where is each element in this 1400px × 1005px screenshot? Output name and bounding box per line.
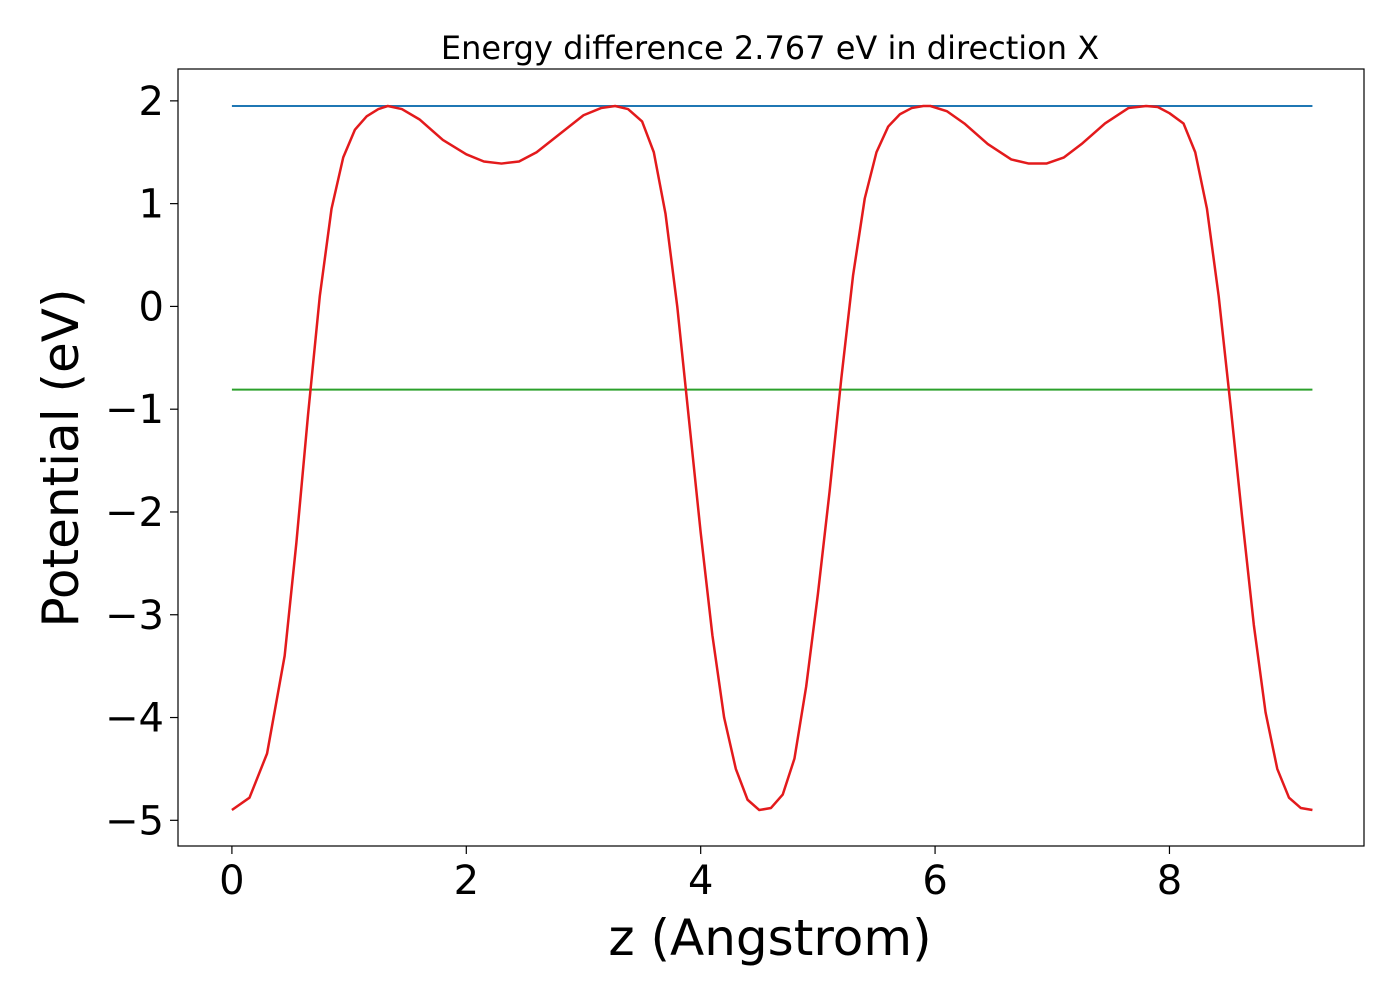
y-axis-label: Potential (eV): [32, 289, 90, 628]
potential-curve-line: [231, 104, 1313, 812]
x-tick-label: 2: [454, 858, 479, 904]
x-tick-label: 0: [219, 858, 244, 904]
y-tick-label: −4: [105, 696, 164, 742]
y-tick-label: −1: [105, 387, 164, 433]
y-tick-label: 1: [139, 182, 164, 228]
y-axis-ticks: 2 1 0 −1 −2 −3 −4 −5: [105, 79, 178, 844]
chart-title: Energy difference 2.767 eV in direction …: [441, 29, 1099, 67]
y-tick-label: 0: [139, 284, 164, 330]
series-layer: [231, 104, 1313, 812]
x-tick-label: 8: [1157, 858, 1182, 904]
y-tick-label: −5: [105, 798, 164, 844]
y-tick-label: −3: [105, 593, 164, 639]
x-axis-label: z (Angstrom): [608, 909, 931, 967]
y-tick-label: −2: [105, 490, 164, 536]
plot-frame: [177, 68, 1365, 847]
x-tick-label: 4: [688, 858, 713, 904]
x-axis-ticks: 0 2 4 6 8: [219, 846, 1182, 904]
x-tick-label: 6: [922, 858, 947, 904]
y-tick-label: 2: [139, 79, 164, 125]
